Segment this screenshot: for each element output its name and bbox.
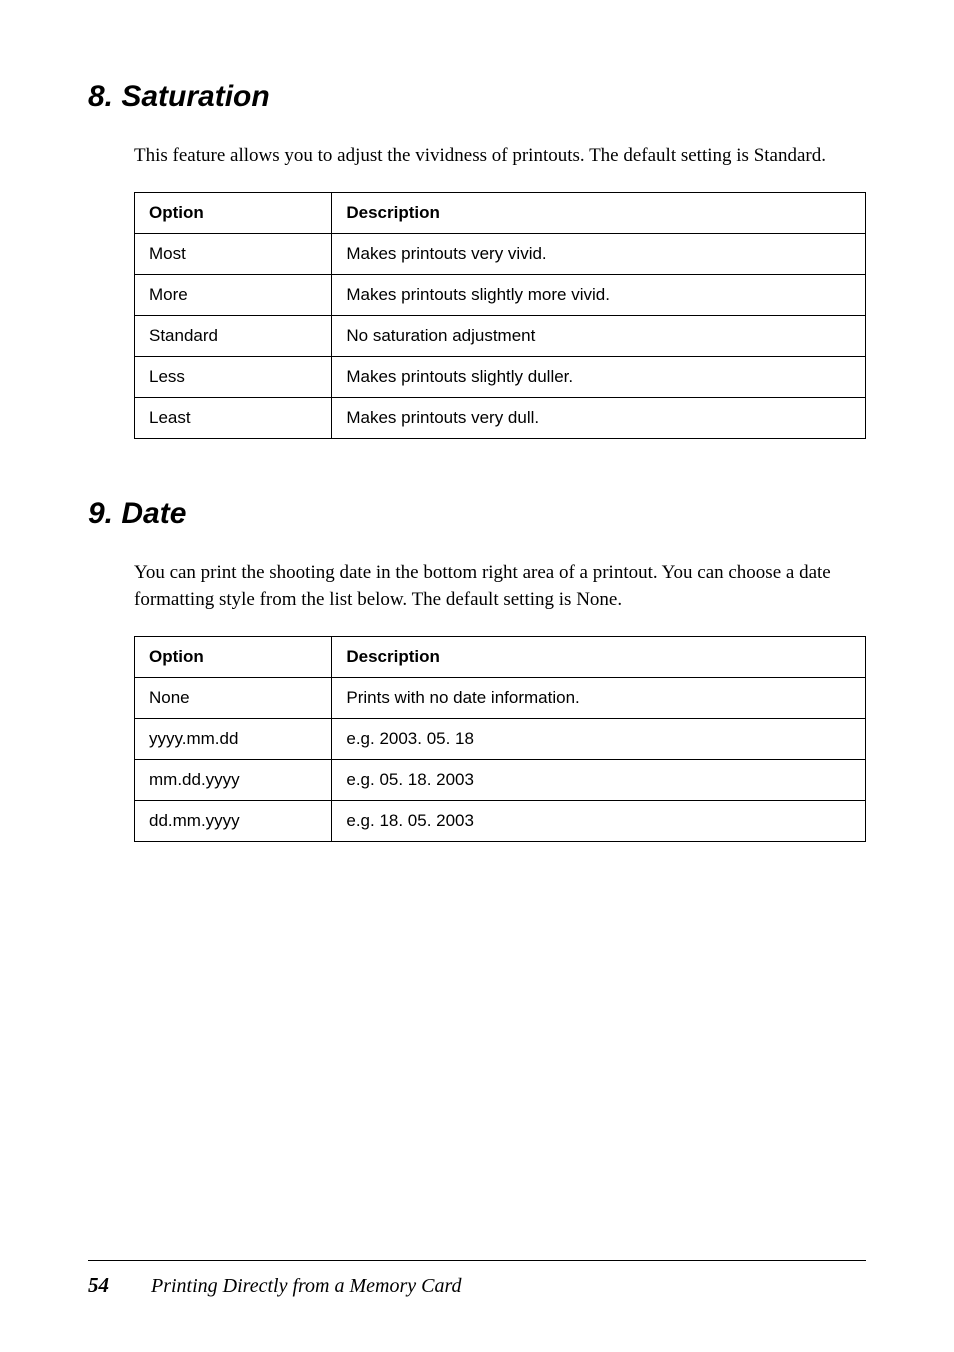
table-cell-option: None <box>135 677 332 718</box>
table-row: mm.dd.yyyy e.g. 05. 18. 2003 <box>135 759 866 800</box>
table-header-option: Option <box>135 636 332 677</box>
table-cell-description: e.g. 18. 05. 2003 <box>332 800 866 841</box>
table-cell-option: More <box>135 274 332 315</box>
table-cell-description: Makes printouts slightly more vivid. <box>332 274 866 315</box>
table-row: More Makes printouts slightly more vivid… <box>135 274 866 315</box>
table-cell-option: Standard <box>135 315 332 356</box>
table-row: Most Makes printouts very vivid. <box>135 233 866 274</box>
table-row: Standard No saturation adjustment <box>135 315 866 356</box>
table-cell-description: No saturation adjustment <box>332 315 866 356</box>
table-header-description: Description <box>332 636 866 677</box>
date-table: Option Description None Prints with no d… <box>134 636 866 842</box>
table-cell-option: yyyy.mm.dd <box>135 718 332 759</box>
section-paragraph-saturation: This feature allows you to adjust the vi… <box>134 142 866 170</box>
table-cell-description: e.g. 05. 18. 2003 <box>332 759 866 800</box>
table-header-option: Option <box>135 192 332 233</box>
table-row: Less Makes printouts slightly duller. <box>135 356 866 397</box>
table-cell-option: dd.mm.yyyy <box>135 800 332 841</box>
table-row: yyyy.mm.dd e.g. 2003. 05. 18 <box>135 718 866 759</box>
page-footer: 54 Printing Directly from a Memory Card <box>88 1260 866 1298</box>
saturation-table: Option Description Most Makes printouts … <box>134 192 866 439</box>
section-heading-saturation: 8. Saturation <box>88 80 866 114</box>
table-cell-option: mm.dd.yyyy <box>135 759 332 800</box>
table-row: dd.mm.yyyy e.g. 18. 05. 2003 <box>135 800 866 841</box>
section-heading-date: 9. Date <box>88 497 866 531</box>
table-header-row: Option Description <box>135 636 866 677</box>
section-paragraph-date: You can print the shooting date in the b… <box>134 559 866 614</box>
page-number: 54 <box>88 1273 109 1298</box>
table-cell-option: Least <box>135 397 332 438</box>
table-cell-description: e.g. 2003. 05. 18 <box>332 718 866 759</box>
table-cell-description: Makes printouts very vivid. <box>332 233 866 274</box>
table-cell-description: Prints with no date information. <box>332 677 866 718</box>
table-cell-option: Most <box>135 233 332 274</box>
table-row: Least Makes printouts very dull. <box>135 397 866 438</box>
table-cell-description: Makes printouts very dull. <box>332 397 866 438</box>
table-header-row: Option Description <box>135 192 866 233</box>
table-cell-option: Less <box>135 356 332 397</box>
footer-title: Printing Directly from a Memory Card <box>151 1275 462 1297</box>
table-row: None Prints with no date information. <box>135 677 866 718</box>
table-header-description: Description <box>332 192 866 233</box>
table-cell-description: Makes printouts slightly duller. <box>332 356 866 397</box>
